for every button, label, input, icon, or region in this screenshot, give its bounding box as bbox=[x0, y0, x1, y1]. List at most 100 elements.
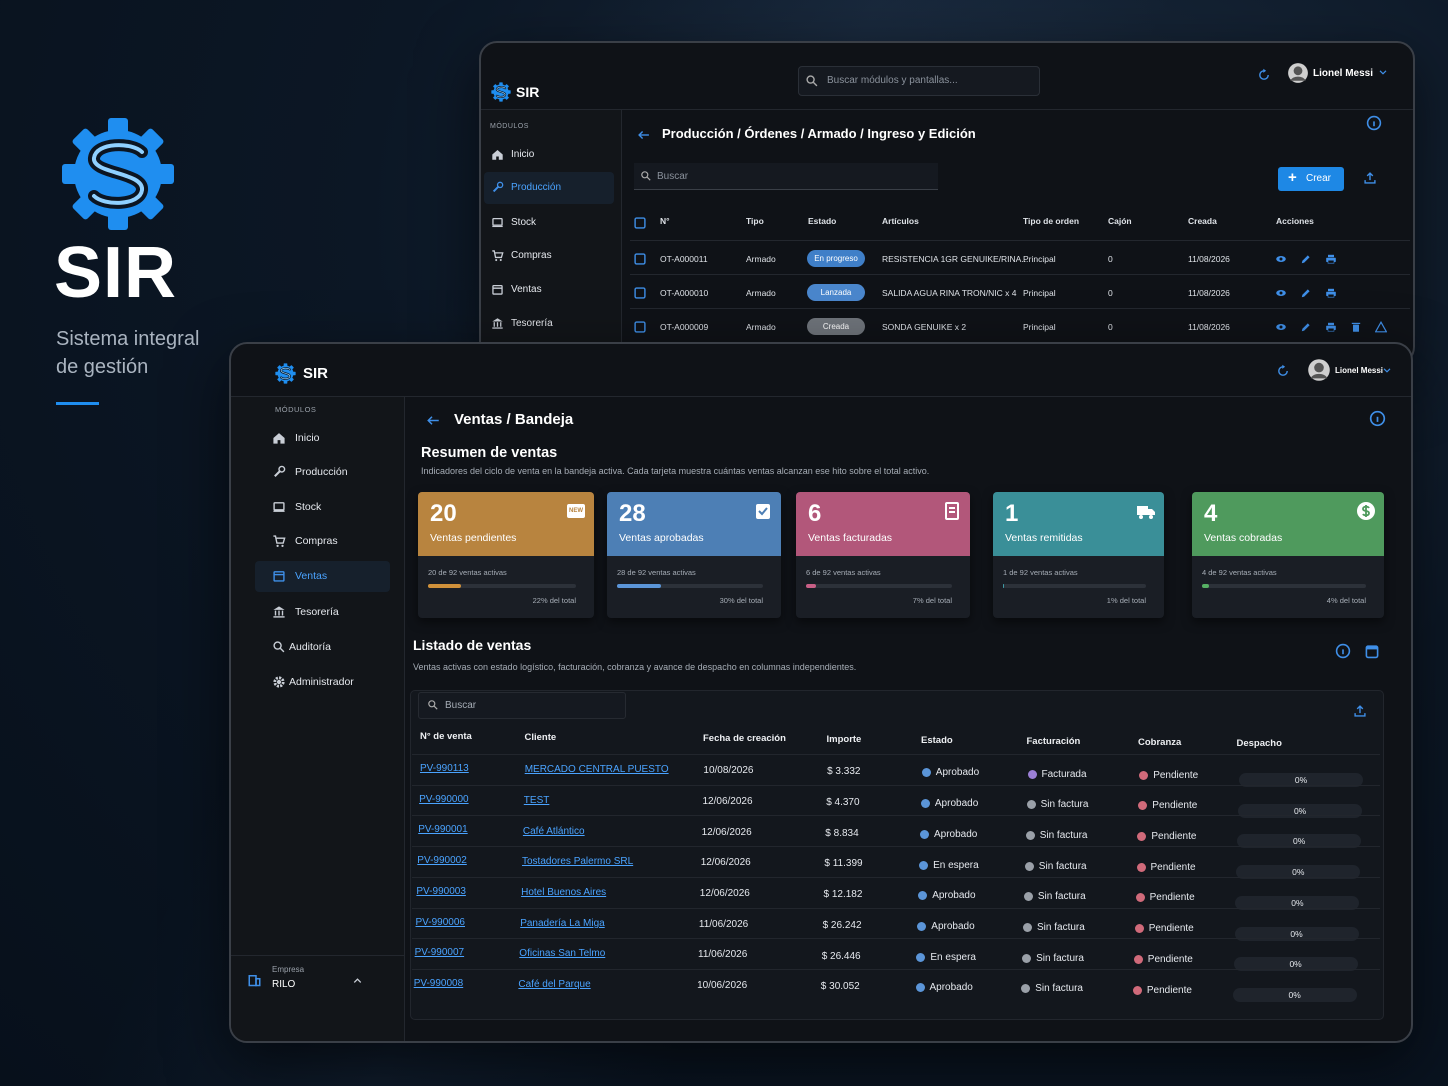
icon[interactable] bbox=[491, 317, 504, 330]
link-cell[interactable]: Oficinas San Telmo bbox=[519, 948, 606, 960]
menu-item[interactable]: Producción bbox=[511, 182, 562, 193]
gear-tooth bbox=[499, 82, 503, 86]
icon[interactable] bbox=[1353, 704, 1367, 718]
cell: 12/06/2026 bbox=[702, 795, 753, 807]
link-cell[interactable]: PV-990006 bbox=[415, 916, 466, 928]
icon[interactable] bbox=[1275, 253, 1287, 265]
menu-item[interactable]: Ventas bbox=[295, 570, 328, 582]
link-cell[interactable]: PV-990001 bbox=[418, 824, 468, 836]
link-cell[interactable]: Hotel Buenos Aires bbox=[521, 886, 607, 898]
icon[interactable] bbox=[1275, 287, 1287, 299]
icon[interactable] bbox=[1275, 321, 1287, 333]
icon[interactable] bbox=[1325, 321, 1337, 333]
icon[interactable] bbox=[272, 675, 286, 689]
menu-item[interactable]: Compras bbox=[511, 250, 552, 261]
create-label[interactable]: Crear bbox=[1306, 173, 1332, 184]
icon[interactable] bbox=[491, 283, 504, 296]
icon[interactable] bbox=[491, 181, 504, 194]
icon[interactable] bbox=[1369, 410, 1386, 427]
summary-card[interactable]: 28 Ventas aprobadas 28 de 92 ventas activa… bbox=[607, 492, 781, 618]
icon[interactable] bbox=[272, 569, 286, 583]
icon[interactable] bbox=[1366, 115, 1382, 131]
icon[interactable] bbox=[272, 465, 286, 479]
summary-card[interactable]: 4 Ventas cobradas 4 de 92 ventas activas 4%… bbox=[1192, 492, 1384, 618]
icon[interactable] bbox=[1381, 364, 1393, 376]
icon[interactable] bbox=[491, 249, 504, 262]
link-cell[interactable]: Café del Parque bbox=[518, 979, 591, 990]
cell: Sin factura bbox=[1036, 952, 1084, 964]
card-header bbox=[993, 492, 1164, 556]
menu-item[interactable]: Tesorería bbox=[295, 606, 339, 618]
icon[interactable] bbox=[633, 216, 647, 230]
checkbox bbox=[634, 253, 646, 265]
icon[interactable] bbox=[1300, 253, 1312, 265]
icon[interactable] bbox=[426, 413, 441, 428]
icon[interactable] bbox=[1276, 364, 1290, 378]
icon[interactable] bbox=[1335, 643, 1351, 659]
icon[interactable] bbox=[272, 534, 286, 548]
menu-item[interactable]: Administrador bbox=[289, 676, 354, 688]
table-search[interactable]: Buscar bbox=[634, 163, 938, 190]
menu-item[interactable]: Auditoría bbox=[289, 641, 332, 653]
icon[interactable] bbox=[1377, 66, 1389, 78]
link-cell[interactable]: PV-990008 bbox=[413, 977, 464, 989]
link-cell[interactable]: PV-990003 bbox=[416, 885, 466, 897]
menu-item[interactable]: Ventas bbox=[511, 284, 542, 295]
icon[interactable] bbox=[491, 148, 504, 161]
summary-card[interactable]: 6 Ventas facturadas 6 de 92 ventas activas… bbox=[796, 492, 970, 618]
menu-item[interactable]: Compras bbox=[295, 535, 338, 547]
dispatch-track bbox=[1235, 895, 1360, 910]
app-logo bbox=[275, 363, 296, 384]
icon[interactable] bbox=[351, 974, 364, 987]
link-cell[interactable]: PV-990007 bbox=[414, 947, 465, 959]
icon[interactable] bbox=[272, 640, 286, 654]
link-cell[interactable]: MERCADO CENTRAL PUESTO bbox=[524, 764, 669, 776]
icon[interactable] bbox=[1375, 321, 1387, 333]
breadcrumb: Ventas / Bandeja bbox=[454, 411, 574, 428]
summary-card[interactable]: 20 Ventas pendientes NEW 20 de 92 ventas ac… bbox=[418, 492, 594, 618]
store-shape bbox=[492, 284, 503, 295]
search-placeholder: Buscar bbox=[657, 171, 689, 182]
icon[interactable] bbox=[1364, 643, 1380, 659]
menu-item[interactable]: Inicio bbox=[295, 432, 320, 444]
icon[interactable] bbox=[1325, 253, 1337, 265]
create-button[interactable]: + Crear bbox=[1278, 167, 1344, 191]
icon[interactable] bbox=[633, 320, 647, 334]
menu-item[interactable]: Inicio bbox=[511, 149, 535, 160]
link-cell[interactable]: PV-990113 bbox=[420, 763, 469, 774]
icon[interactable] bbox=[1363, 171, 1377, 185]
summary-card[interactable]: 1 Ventas remitidas 1 de 92 ventas activas 1… bbox=[993, 492, 1164, 618]
lens-handle bbox=[433, 705, 438, 710]
icon[interactable] bbox=[491, 216, 504, 229]
menu-item[interactable]: Tesorería bbox=[511, 318, 553, 329]
link-cell[interactable]: Tostadores Palermo SRL bbox=[522, 856, 634, 868]
icon[interactable] bbox=[1350, 321, 1362, 333]
breadcrumb: Producción / Órdenes / Armado / Ingreso … bbox=[662, 126, 976, 141]
search-placeholder: Buscar bbox=[445, 700, 477, 711]
link-cell[interactable]: Café Atlántico bbox=[522, 825, 585, 837]
icon[interactable] bbox=[1300, 287, 1312, 299]
icon[interactable] bbox=[272, 431, 286, 445]
cell: RESISTENCIA 1GR GENUIKE/RINA... bbox=[882, 254, 1029, 264]
icon[interactable] bbox=[633, 252, 647, 266]
icon[interactable] bbox=[272, 500, 286, 514]
icon[interactable] bbox=[637, 128, 651, 142]
icon[interactable] bbox=[1300, 321, 1312, 333]
column-header: Creada bbox=[1188, 216, 1217, 226]
menu-item[interactable]: Stock bbox=[295, 501, 322, 513]
link-cell[interactable]: Panadería La Miga bbox=[520, 917, 605, 929]
link-cell[interactable]: PV-990002 bbox=[417, 855, 467, 867]
global-search[interactable]: Buscar módulos y pantallas... bbox=[798, 66, 1040, 96]
link-cell[interactable]: TEST bbox=[523, 794, 550, 806]
icon[interactable] bbox=[272, 605, 286, 619]
table-search[interactable]: Buscar bbox=[418, 692, 626, 719]
lens bbox=[641, 171, 649, 179]
cell: Pendiente bbox=[1147, 953, 1193, 965]
icon bbox=[248, 975, 261, 987]
icon[interactable] bbox=[633, 286, 647, 300]
icon[interactable] bbox=[1257, 68, 1271, 82]
menu-item[interactable]: Stock bbox=[511, 217, 537, 228]
icon[interactable] bbox=[1325, 287, 1337, 299]
menu-item[interactable]: Producción bbox=[295, 466, 348, 478]
link-cell[interactable]: PV-990000 bbox=[419, 793, 469, 805]
